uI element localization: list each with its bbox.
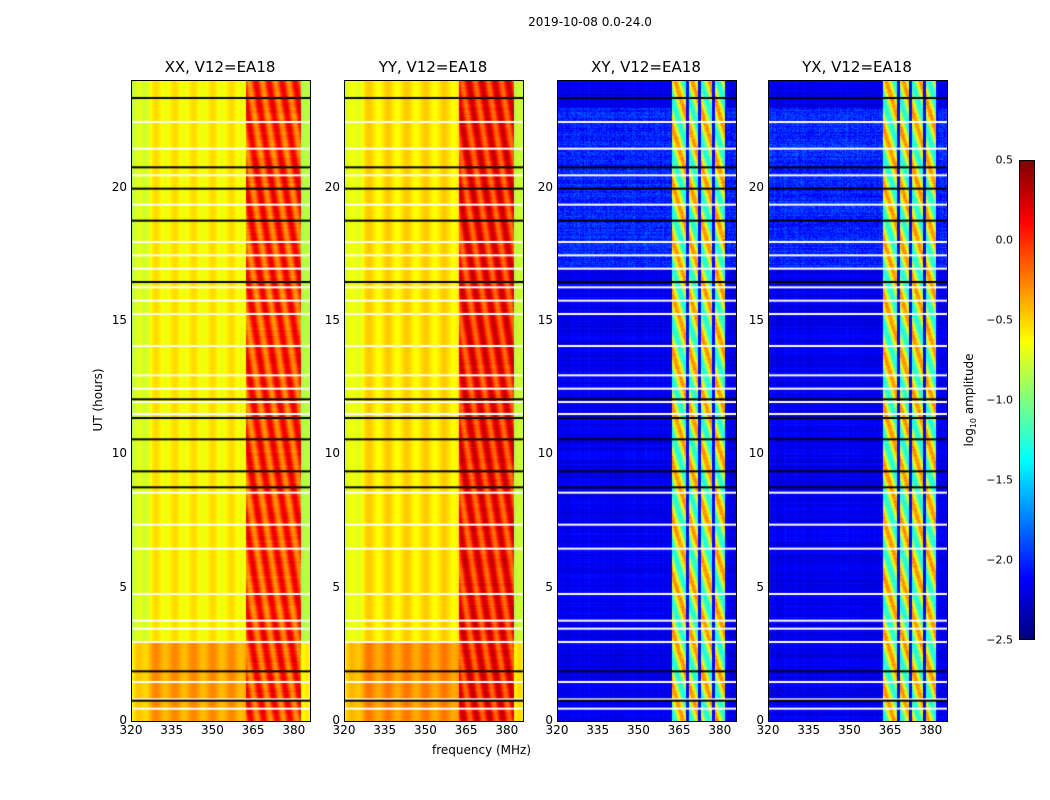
y-tick-label: 15 [324, 313, 340, 327]
panel-xx: XX, V12=EA18 320 335 350 365 380 0 5 10 15 20 [112, 58, 311, 737]
colorbar-tick-label: −1.0 [986, 393, 1013, 407]
y-tick-label: 10 [111, 446, 127, 461]
x-tick-label: 320 [332, 723, 356, 737]
x-tick-label: 380 [282, 723, 306, 737]
y-tick-label: 15 [748, 313, 764, 327]
y-tick-label: 5 [545, 579, 553, 594]
panel-title: YY, V12=EA18 [378, 58, 488, 76]
heatmap [557, 80, 737, 722]
colorbar-tick-label: −1.5 [986, 473, 1013, 487]
panel-xy: XY, V12=EA18 320 335 350 365 380 0 5 10 15 20 [538, 58, 737, 737]
colorbar-tick-label: −0.5 [986, 313, 1013, 327]
x-tick-label: 365 [878, 723, 902, 737]
colorbar-tick-label: 0.5 [995, 153, 1014, 167]
x-tick-label: 365 [241, 723, 265, 737]
x-tick-label: 365 [454, 723, 478, 737]
y-tick-label: 10 [324, 446, 340, 461]
x-tick-label: 350 [626, 723, 650, 737]
y-tick-label: 15 [537, 313, 553, 327]
panel-title: XY, V12=EA18 [591, 58, 701, 76]
heatmap [768, 80, 948, 722]
y-tick-label: 20 [111, 179, 127, 194]
y-tick-label: 20 [537, 179, 553, 194]
y-tick-label: 0 [545, 713, 553, 727]
x-tick-label: 335 [373, 723, 397, 737]
colorbar-label: log10 amplitude [961, 353, 979, 447]
heatmap [344, 80, 524, 722]
colorbar [1019, 160, 1035, 640]
panel-yx: YX, V12=EA18 320 335 350 365 380 0 5 10 15 20 [749, 58, 948, 737]
colorbar-tick-label: 0.0 [995, 233, 1014, 247]
y-tick-label: 20 [748, 179, 764, 194]
y-tick-label: 0 [756, 713, 764, 727]
y-tick-label: 5 [756, 579, 764, 594]
colorbar-tick-label: −2.5 [986, 633, 1013, 647]
y-tick-label: 20 [324, 179, 340, 194]
x-tick-label: 320 [756, 723, 780, 737]
y-axis-label: UT (hours) [91, 368, 105, 432]
x-tick-label: 335 [160, 723, 184, 737]
panel-title: YX, V12=EA18 [802, 58, 912, 76]
x-tick-label: 350 [200, 723, 224, 737]
figure-title: 2019-10-08 0.0-24.0 [528, 15, 652, 29]
x-tick-label: 365 [667, 723, 691, 737]
y-tick-label: 10 [537, 446, 553, 461]
x-tick-label: 350 [837, 723, 861, 737]
x-tick-label: 380 [919, 723, 943, 737]
y-tick-label: 10 [748, 446, 764, 461]
x-tick-label: 350 [413, 723, 437, 737]
x-tick-label: 320 [119, 723, 143, 737]
x-tick-label: 320 [545, 723, 569, 737]
y-tick-label: 5 [332, 579, 340, 594]
x-tick-label: 335 [586, 723, 610, 737]
x-tick-label: 380 [495, 723, 519, 737]
panel-title: XX, V12=EA18 [164, 58, 276, 76]
y-tick-label: 15 [111, 313, 127, 327]
y-tick-label: 0 [119, 713, 127, 727]
x-tick-label: 335 [797, 723, 821, 737]
x-axis-label: frequency (MHz) [432, 743, 532, 757]
x-tick-label: 380 [708, 723, 732, 737]
y-tick-label: 0 [332, 713, 340, 727]
colorbar-tick-label: −2.0 [986, 553, 1013, 567]
heatmap [131, 80, 311, 722]
y-tick-label: 5 [119, 579, 127, 594]
panel-yy: YY, V12=EA18 320 335 350 365 380 0 5 10 15 20 [325, 58, 524, 737]
